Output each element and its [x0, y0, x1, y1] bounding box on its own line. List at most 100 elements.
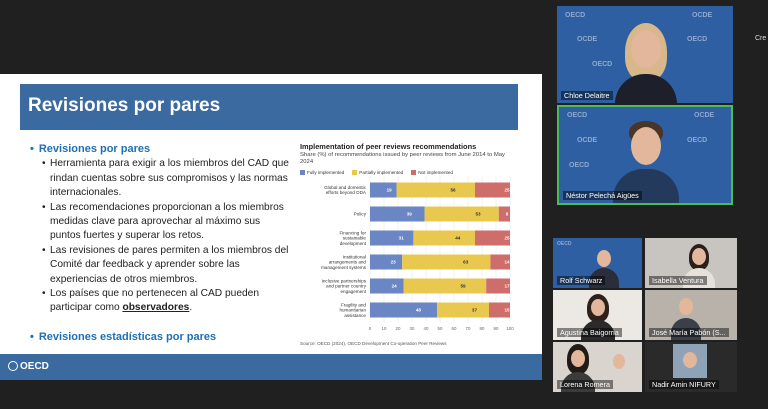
bg-brand: OCDE	[577, 36, 598, 43]
video-tile-jose-maria[interactable]: José María Pabón (S...	[645, 290, 737, 340]
bg-brand: OECD	[687, 36, 708, 43]
bg-brand: OCDE	[577, 137, 598, 144]
data-label: 23	[391, 260, 397, 265]
bg-brand: OECD	[687, 137, 708, 144]
video-tile-rolf[interactable]: OECD Rolf Schwarz	[553, 238, 642, 288]
bg-brand: OECD	[565, 12, 586, 19]
person-body	[671, 318, 701, 340]
bar-segment	[486, 278, 510, 294]
bar-segment	[402, 254, 491, 270]
x-tick-label: 0	[369, 326, 372, 331]
video-tile-nestor-active[interactable]: OECD OCDE OCDE OECD OECD Néstor Pelechá …	[557, 105, 733, 205]
x-tick-label: 80	[480, 326, 485, 331]
participant-name: Néstor Pelechá Aigües	[563, 191, 642, 200]
person-body	[683, 268, 715, 288]
bullet-text-end: .	[189, 302, 193, 314]
person-face	[613, 354, 625, 369]
bar-segment	[396, 182, 475, 198]
person-face	[679, 298, 693, 315]
chart-source: Source: OECD (2024), OECD Development Co…	[300, 341, 447, 346]
bar-segment	[437, 302, 489, 318]
legend-swatch	[352, 170, 358, 176]
observers-term: observadores	[122, 302, 190, 314]
data-label: 48	[416, 308, 422, 313]
video-tile-chloe[interactable]: OECD OCDE OCDE OECD OECD Chloe Delaitre	[557, 6, 733, 103]
bullet-item: Herramienta para exigir a los miembros d…	[42, 157, 292, 200]
oecd-logo: OECD	[8, 361, 49, 372]
bullet-heading-statistical-reviews: Revisiones estadísticas por pares	[30, 330, 292, 344]
bar-segment	[490, 254, 510, 270]
x-tick-label: 100	[506, 326, 514, 331]
data-label: 39	[407, 212, 413, 217]
x-tick-label: 90	[494, 326, 499, 331]
legend-item-fully: Fully implemented	[300, 170, 345, 176]
participant-name: Isabella Ventura	[649, 276, 707, 285]
bar-segment	[498, 206, 510, 222]
legend-swatch	[300, 170, 305, 176]
legend-item-not: Not implemented	[411, 170, 453, 176]
bg-brand: OECD	[557, 241, 572, 247]
category-label: Fragility and humanitarian assistance	[339, 302, 366, 317]
bullet-item: Las recomendaciones proporcionan a los m…	[42, 201, 292, 244]
x-tick-label: 10	[382, 326, 387, 331]
oecd-logo-text: OECD	[20, 361, 49, 372]
x-tick-label: 20	[396, 326, 401, 331]
bar-segment	[370, 230, 414, 246]
category-label: Global and domestic efforts beyond ODA	[324, 185, 367, 195]
shared-slide: Revisiones por pares Revisiones por pare…	[0, 74, 542, 380]
bar-segment	[403, 278, 487, 294]
video-tile-isabella[interactable]: Isabella Ventura	[645, 238, 737, 288]
bullet-item: Las revisiones de pares permiten a los m…	[42, 244, 292, 287]
bg-brand: OCDE	[694, 112, 715, 119]
legend-label: Partially implemented	[359, 170, 404, 175]
bar-segment	[370, 302, 438, 318]
legend-swatch	[411, 170, 417, 176]
participant-name: Chloe Delaitre	[561, 91, 613, 100]
x-tick-label: 70	[466, 326, 471, 331]
participant-name: Agustina Baigorria	[557, 328, 622, 337]
data-label: 31	[399, 236, 405, 241]
x-tick-label: 60	[452, 326, 457, 331]
person-face	[571, 350, 585, 367]
person-body	[561, 372, 595, 392]
participant-name: Rolf Schwarz	[557, 276, 606, 285]
bg-brand: OCDE	[692, 12, 713, 19]
slide-title: Revisiones por pares	[28, 95, 221, 116]
legend-label: Not implemented	[418, 170, 453, 175]
x-tick-label: 30	[410, 326, 415, 331]
participant-name: José María Pabón (S...	[649, 328, 729, 337]
data-label: 14	[504, 260, 510, 265]
bar-segment	[370, 254, 403, 270]
x-tick-label: 40	[424, 326, 429, 331]
data-label: 37	[472, 308, 478, 313]
bullet-sub-list: Herramienta para exigir a los miembros d…	[30, 157, 292, 315]
person-face	[692, 248, 706, 265]
category-label: Financing for sustainable development	[339, 230, 366, 245]
data-label: 59	[461, 284, 467, 289]
data-label: 63	[463, 260, 469, 265]
data-label: 53	[475, 212, 481, 217]
bar-segment	[424, 206, 499, 222]
chart-subtitle: Share (%) of recommendations issued by p…	[300, 152, 505, 165]
category-label: Inclusive partnerships and partner countr…	[322, 278, 367, 293]
participant-name: Nadir Amin NIFURY	[649, 380, 719, 389]
data-label: 19	[387, 188, 393, 193]
bar-segment	[475, 182, 510, 198]
bar-segment	[475, 230, 510, 246]
data-label: 15	[504, 308, 510, 313]
video-tile-agustina[interactable]: Agustina Baigorria	[553, 290, 642, 340]
video-tile-nadir[interactable]: Nadir Amin NIFURY	[645, 342, 737, 392]
data-label: 24	[392, 284, 398, 289]
bg-brand: OECD	[592, 61, 613, 68]
data-label: 17	[504, 284, 510, 289]
chart-plot: 0 10 20 30 40 50 60 70 80 90 100 Global and domesti…	[321, 176, 514, 331]
data-label: 56	[450, 188, 456, 193]
legend-label: Fully implemented	[307, 170, 345, 175]
chart-legend: Fully implemented Partially implemented …	[300, 170, 520, 176]
participant-name: Lorena Romera	[557, 380, 613, 389]
bullet-text: Los países que no pertenecen al CAD pued…	[50, 288, 259, 314]
person-face	[631, 30, 661, 68]
video-tile-lorena[interactable]: Lorena Romera	[553, 342, 642, 392]
bar-segment	[370, 182, 397, 198]
